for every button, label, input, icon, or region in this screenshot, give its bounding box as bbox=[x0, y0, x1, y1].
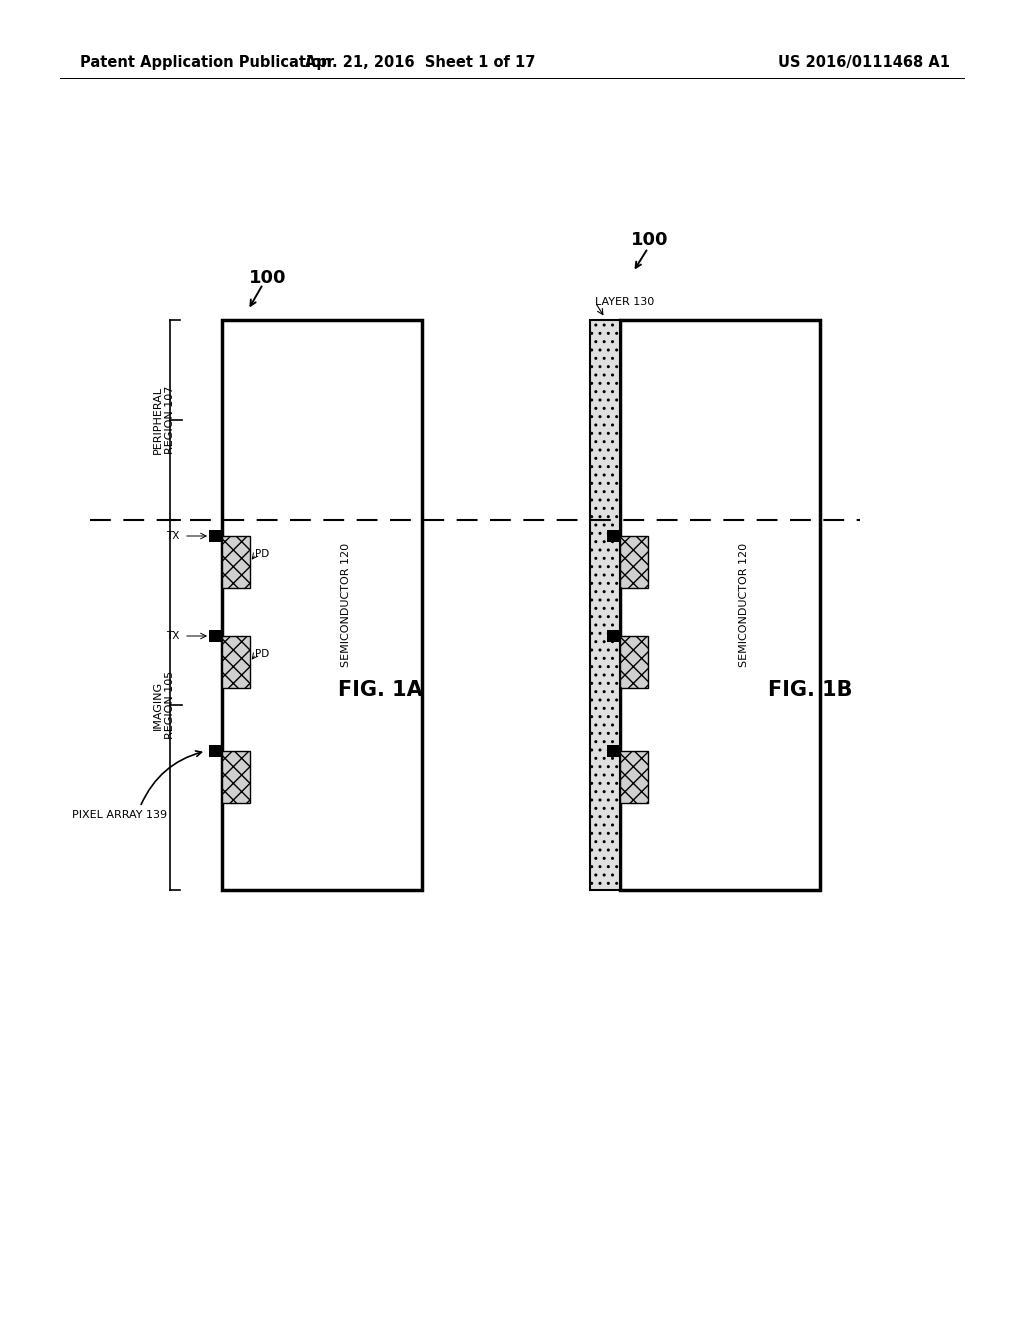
Text: PIXEL ARRAY 139: PIXEL ARRAY 139 bbox=[73, 810, 168, 820]
Bar bbox=[209, 531, 222, 543]
Text: PERIPHERAL
REGION 107: PERIPHERAL REGION 107 bbox=[154, 385, 175, 454]
Text: 100: 100 bbox=[631, 231, 669, 249]
Bar bbox=[620, 751, 648, 803]
Bar bbox=[620, 636, 648, 688]
Text: TX: TX bbox=[166, 531, 179, 541]
Text: US 2016/0111468 A1: US 2016/0111468 A1 bbox=[778, 54, 950, 70]
Text: SEMICONDUCTOR 120: SEMICONDUCTOR 120 bbox=[341, 543, 351, 667]
Text: Patent Application Publication: Patent Application Publication bbox=[80, 54, 332, 70]
Bar bbox=[607, 744, 620, 756]
Bar bbox=[222, 319, 422, 890]
Bar bbox=[620, 319, 820, 890]
Text: LAYER 130: LAYER 130 bbox=[595, 297, 654, 308]
Bar bbox=[209, 630, 222, 642]
Bar bbox=[222, 751, 250, 803]
Text: Apr. 21, 2016  Sheet 1 of 17: Apr. 21, 2016 Sheet 1 of 17 bbox=[305, 54, 536, 70]
Bar bbox=[620, 536, 648, 587]
Text: 100: 100 bbox=[249, 269, 287, 286]
Bar bbox=[222, 536, 250, 587]
Text: FIG. 1B: FIG. 1B bbox=[768, 680, 852, 700]
Bar bbox=[222, 636, 250, 688]
Text: SEMICONDUCTOR 120: SEMICONDUCTOR 120 bbox=[739, 543, 749, 667]
Text: PD: PD bbox=[255, 649, 269, 659]
Text: TX: TX bbox=[166, 631, 179, 642]
Text: FIG. 1A: FIG. 1A bbox=[338, 680, 422, 700]
Bar bbox=[590, 319, 620, 890]
Bar bbox=[607, 630, 620, 642]
Bar bbox=[209, 744, 222, 756]
Text: PD: PD bbox=[255, 549, 269, 558]
Text: IMAGING
REGION 105: IMAGING REGION 105 bbox=[154, 671, 175, 739]
Bar bbox=[607, 531, 620, 543]
